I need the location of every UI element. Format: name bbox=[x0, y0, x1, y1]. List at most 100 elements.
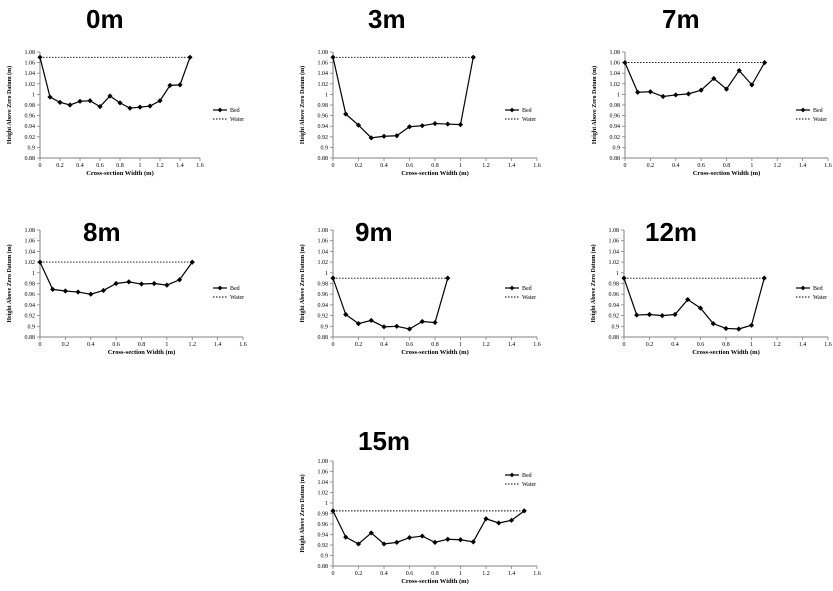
y-tick-label: 0.92 bbox=[318, 135, 329, 141]
x-tick-label: 1 bbox=[459, 163, 462, 169]
series-bed-line bbox=[623, 277, 765, 330]
x-tick-label: 0.4 bbox=[672, 163, 680, 169]
chart-group-3m: 0.88 0.9 0.92 0.94 0.96 0.98 1 1.02 1.04 1.06 1.08… bbox=[299, 50, 541, 177]
x-tick-label: 0.4 bbox=[87, 342, 95, 348]
bed-point bbox=[77, 98, 83, 104]
bed-point bbox=[343, 534, 349, 540]
x-tick-label: 0.4 bbox=[380, 571, 388, 577]
bed-point bbox=[57, 99, 63, 105]
x-tick-label: 1.6 bbox=[824, 163, 832, 169]
y-tick-label: 0.88 bbox=[609, 335, 620, 341]
y-tick-label: 0.94 bbox=[318, 124, 329, 130]
x-tick-label: 1 bbox=[459, 571, 462, 577]
y-tick-label: 0.88 bbox=[25, 335, 36, 341]
bed-point bbox=[685, 296, 691, 303]
y-tick-label: 0.88 bbox=[318, 335, 329, 341]
y-tick-label: 0.98 bbox=[609, 282, 620, 288]
y-tick-label: 0.94 bbox=[318, 303, 329, 309]
x-tick-label: 1.4 bbox=[799, 342, 807, 348]
y-tick-label: 0.88 bbox=[318, 564, 329, 570]
y-tick-label: 0.98 bbox=[318, 282, 329, 288]
y-tick-label: 0.94 bbox=[609, 303, 620, 309]
x-tick-label: 1.4 bbox=[214, 342, 222, 348]
bed-point bbox=[698, 87, 704, 93]
x-tick-label: 1.4 bbox=[799, 163, 807, 169]
y-tick-label: 1.08 bbox=[25, 50, 36, 56]
x-tick-label: 0.2 bbox=[355, 571, 363, 577]
y-axis-label: Height Above Zero Datum (m) bbox=[6, 244, 13, 322]
bed-point bbox=[189, 259, 195, 265]
x-tick-label: 0.6 bbox=[697, 342, 705, 348]
bed-point bbox=[622, 60, 628, 66]
y-tick-label: 1.08 bbox=[25, 228, 36, 234]
bed-point bbox=[47, 94, 53, 100]
x-tick-label: 0.8 bbox=[431, 163, 439, 169]
x-axis-label: Cross-section Width (m) bbox=[401, 578, 469, 585]
bed-point bbox=[343, 111, 349, 117]
bed-point bbox=[521, 508, 527, 514]
x-tick-label: 0.8 bbox=[722, 342, 730, 348]
bed-point bbox=[330, 54, 336, 60]
bed-point bbox=[432, 120, 438, 127]
y-tick-label: 0.96 bbox=[318, 292, 329, 298]
y-tick-label: 0.9 bbox=[28, 324, 36, 330]
chart-group-9m: 0.88 0.9 0.92 0.94 0.96 0.98 1 1.02 1.04 1.06 1.08… bbox=[299, 228, 541, 356]
bed-point bbox=[419, 123, 425, 129]
bed-point bbox=[368, 530, 374, 536]
bed-point bbox=[470, 539, 476, 545]
chart-group-8m: 0.88 0.9 0.92 0.94 0.96 0.98 1 1.02 1.04 1.06 1.08… bbox=[6, 228, 247, 356]
legend-bed-label: Bed bbox=[522, 473, 532, 479]
y-tick-label: 1.06 bbox=[318, 239, 329, 245]
y-tick-label: 0.94 bbox=[25, 303, 36, 309]
bed-point bbox=[445, 536, 451, 542]
x-tick-label: 0.8 bbox=[431, 342, 439, 348]
x-tick-label: 0.8 bbox=[138, 342, 146, 348]
bed-point bbox=[107, 93, 113, 99]
y-tick-label: 1.02 bbox=[318, 260, 329, 266]
bed-point bbox=[67, 102, 73, 108]
x-axis-label: Cross-section Width (m) bbox=[86, 170, 154, 177]
x-tick-label: 0 bbox=[332, 571, 335, 577]
bed-point bbox=[381, 541, 387, 547]
y-tick-label: 0.9 bbox=[613, 145, 621, 151]
y-tick-label: 1 bbox=[325, 92, 328, 98]
x-tick-label: 0.2 bbox=[62, 342, 70, 348]
legend-water-label: Water bbox=[813, 117, 827, 123]
legend-water-label: Water bbox=[522, 117, 536, 123]
bed-point bbox=[660, 93, 666, 100]
x-tick-label: 1.6 bbox=[239, 342, 247, 348]
y-tick-label: 0.88 bbox=[610, 156, 621, 162]
bed-point bbox=[761, 60, 768, 66]
x-tick-label: 1.4 bbox=[508, 571, 516, 577]
bed-point bbox=[330, 275, 336, 281]
x-tick-label: 1 bbox=[165, 342, 168, 348]
y-tick-label: 1.04 bbox=[318, 480, 329, 486]
x-tick-label: 0.8 bbox=[431, 571, 439, 577]
x-tick-label: 1.2 bbox=[482, 571, 490, 577]
bed-point bbox=[394, 323, 400, 329]
bed-point bbox=[457, 537, 464, 543]
x-tick-label: 1.6 bbox=[196, 163, 204, 169]
y-tick-label: 1.04 bbox=[25, 249, 36, 255]
bed-point bbox=[659, 313, 665, 319]
bed-point bbox=[147, 103, 153, 109]
x-axis-label: Cross-section Width (m) bbox=[401, 349, 469, 356]
y-tick-label: 0.92 bbox=[25, 135, 36, 141]
bed-point bbox=[685, 91, 692, 97]
x-axis-label: Cross-section Width (m) bbox=[693, 170, 761, 177]
x-tick-label: 1.6 bbox=[533, 163, 541, 169]
x-tick-label: 0.8 bbox=[116, 163, 124, 169]
x-tick-label: 0.2 bbox=[355, 342, 363, 348]
series-bed-line bbox=[39, 261, 193, 295]
bed-point bbox=[635, 89, 641, 95]
y-tick-label: 0.9 bbox=[321, 145, 329, 151]
y-tick-label: 1.02 bbox=[610, 82, 621, 88]
bed-point bbox=[355, 321, 362, 327]
x-tick-label: 0.4 bbox=[76, 163, 84, 169]
bed-point bbox=[113, 280, 119, 287]
x-tick-label: 0.2 bbox=[646, 342, 654, 348]
bed-point bbox=[355, 541, 362, 547]
chart-group-7m: 0.88 0.9 0.92 0.94 0.96 0.98 1 1.02 1.04 1.06 1.08… bbox=[591, 50, 832, 177]
y-tick-label: 1.02 bbox=[318, 82, 329, 88]
bed-point bbox=[445, 121, 451, 127]
